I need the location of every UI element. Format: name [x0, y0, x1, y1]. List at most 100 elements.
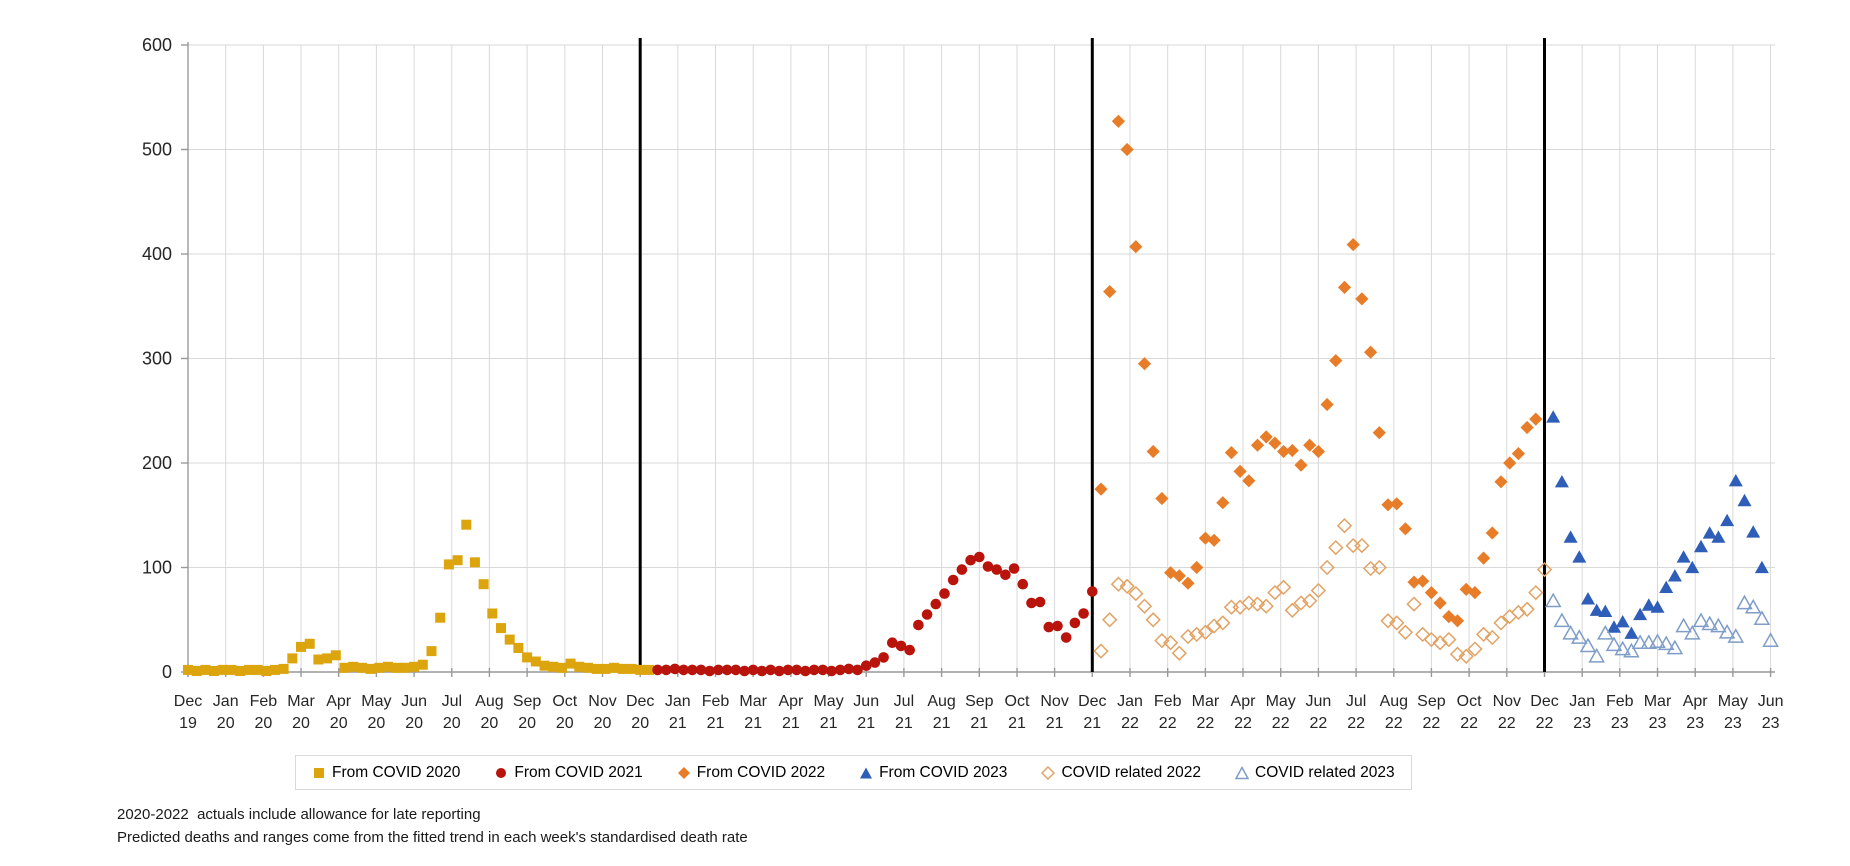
svg-text:Mar: Mar [739, 693, 767, 710]
svg-text:0: 0 [162, 662, 172, 682]
footnote-late-reporting: 2020-2022 actuals include allowance for … [117, 806, 481, 823]
svg-text:20: 20 [481, 715, 499, 732]
svg-text:600: 600 [142, 35, 172, 55]
svg-text:23: 23 [1649, 715, 1667, 732]
svg-text:21: 21 [857, 715, 875, 732]
svg-text:May: May [1266, 693, 1296, 710]
svg-text:23: 23 [1762, 715, 1780, 732]
svg-text:Jan: Jan [213, 693, 239, 710]
legend-label: From COVID 2021 [514, 763, 643, 781]
svg-text:21: 21 [820, 715, 838, 732]
footnote-predicted-deaths: Predicted deaths and ranges come from th… [117, 829, 748, 846]
svg-text:Dec: Dec [1530, 693, 1558, 710]
svg-text:Aug: Aug [1380, 693, 1408, 710]
legend-item-covid-related-2022: COVID related 2022 [1041, 764, 1201, 782]
svg-text:22: 22 [1498, 715, 1516, 732]
svg-text:22: 22 [1159, 715, 1177, 732]
legend-item-from-covid-2023: From COVID 2023 [859, 764, 1007, 782]
svg-text:Dec: Dec [174, 693, 202, 710]
svg-text:20: 20 [443, 715, 461, 732]
svg-text:Oct: Oct [552, 693, 577, 710]
hollow-diamond-icon [1041, 765, 1056, 780]
svg-text:22: 22 [1423, 715, 1441, 732]
svg-text:22: 22 [1347, 715, 1365, 732]
svg-text:Mar: Mar [287, 693, 315, 710]
svg-text:Sep: Sep [513, 693, 542, 710]
legend-label: COVID related 2023 [1255, 763, 1395, 781]
svg-text:Jan: Jan [665, 693, 691, 710]
svg-text:19: 19 [179, 715, 197, 732]
svg-text:300: 300 [142, 349, 172, 369]
svg-text:20: 20 [217, 715, 235, 732]
svg-text:Oct: Oct [1005, 693, 1030, 710]
svg-text:22: 22 [1310, 715, 1328, 732]
chart-legend: From COVID 2020 From COVID 2021 From COV… [295, 755, 1412, 790]
svg-text:Jan: Jan [1117, 693, 1143, 710]
svg-text:Sep: Sep [965, 693, 994, 710]
svg-text:21: 21 [933, 715, 951, 732]
svg-text:23: 23 [1611, 715, 1629, 732]
svg-text:Apr: Apr [1683, 693, 1709, 710]
svg-text:20: 20 [631, 715, 649, 732]
svg-text:21: 21 [970, 715, 988, 732]
svg-text:Dec: Dec [1078, 693, 1106, 710]
svg-text:22: 22 [1460, 715, 1478, 732]
svg-text:22: 22 [1536, 715, 1554, 732]
legend-item-from-covid-2020: From COVID 2020 [312, 764, 460, 782]
svg-text:21: 21 [1046, 715, 1064, 732]
svg-text:20: 20 [594, 715, 612, 732]
svg-text:Dec: Dec [626, 693, 654, 710]
svg-text:21: 21 [707, 715, 725, 732]
legend-label: From COVID 2023 [879, 763, 1008, 781]
legend-item-from-covid-2022: From COVID 2022 [677, 764, 825, 782]
svg-text:22: 22 [1197, 715, 1215, 732]
svg-text:200: 200 [142, 453, 172, 473]
svg-text:Jun: Jun [401, 693, 427, 710]
svg-text:Nov: Nov [1493, 693, 1521, 710]
svg-text:May: May [361, 693, 391, 710]
series-from-covid-2021 [652, 551, 1098, 677]
svg-text:22: 22 [1385, 715, 1403, 732]
legend-label: COVID related 2022 [1061, 763, 1202, 781]
svg-text:Apr: Apr [326, 693, 352, 710]
svg-text:20: 20 [255, 715, 273, 732]
gold-square-icon [312, 766, 326, 780]
svg-text:21: 21 [895, 715, 913, 732]
svg-text:21: 21 [1083, 715, 1101, 732]
orange-diamond-icon [677, 766, 691, 780]
svg-text:100: 100 [142, 558, 172, 578]
legend-label: From COVID 2022 [696, 763, 826, 781]
svg-text:23: 23 [1724, 715, 1742, 732]
svg-text:Jul: Jul [442, 693, 462, 710]
svg-text:21: 21 [669, 715, 687, 732]
svg-text:Feb: Feb [1606, 693, 1634, 710]
svg-text:23: 23 [1573, 715, 1591, 732]
svg-text:20: 20 [368, 715, 386, 732]
svg-text:20: 20 [518, 715, 536, 732]
svg-text:Jun: Jun [853, 693, 879, 710]
legend-label: From COVID 2020 [332, 763, 461, 781]
svg-text:May: May [813, 693, 843, 710]
series-from-covid-2020 [183, 519, 654, 676]
svg-text:Oct: Oct [1457, 693, 1482, 710]
svg-text:Feb: Feb [702, 693, 730, 710]
svg-text:20: 20 [292, 715, 310, 732]
svg-text:Nov: Nov [1040, 693, 1068, 710]
svg-text:Mar: Mar [1644, 693, 1672, 710]
legend-item-covid-related-2023: COVID related 2023 [1235, 764, 1395, 782]
svg-text:Nov: Nov [588, 693, 616, 710]
svg-text:400: 400 [142, 244, 172, 264]
series-from-covid-2023 [1546, 410, 1769, 639]
svg-text:Jun: Jun [1758, 693, 1784, 710]
red-circle-icon [494, 766, 508, 780]
svg-text:23: 23 [1686, 715, 1704, 732]
svg-text:21: 21 [782, 715, 800, 732]
hollow-triangle-icon [1235, 765, 1250, 780]
svg-text:Jul: Jul [894, 693, 914, 710]
svg-text:Apr: Apr [1231, 693, 1257, 710]
svg-text:22: 22 [1234, 715, 1252, 732]
series-from-covid-2022 [1094, 114, 1543, 628]
svg-text:Mar: Mar [1192, 693, 1220, 710]
svg-text:May: May [1718, 693, 1748, 710]
